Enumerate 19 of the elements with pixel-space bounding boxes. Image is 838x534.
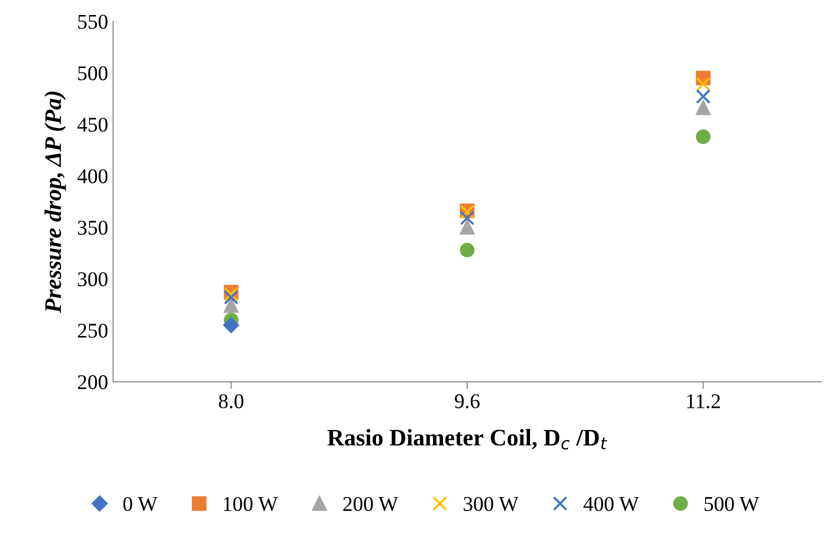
x-axis-title: Rasio Diameter Coil, D$_{c}$ /D$_{t}$: [327, 429, 608, 450]
y-tick-label: 550: [78, 14, 108, 29]
y-tick-label: 350: [78, 220, 108, 235]
legend-label: 400 W: [584, 496, 639, 512]
legend-label: 100 W: [224, 496, 278, 512]
y-tick-label: 400: [77, 169, 108, 184]
y-tick-label: 450: [77, 118, 108, 132]
y-tick-label: 500: [78, 66, 108, 80]
x-tick-label: 11.2: [687, 394, 720, 408]
legend-label: 200 W: [343, 496, 398, 512]
x-tick-label: 8.0: [218, 394, 244, 408]
y-tick-label: 300: [78, 272, 108, 286]
legend-label: 500 W: [704, 496, 760, 512]
legend-label: 300 W: [464, 496, 518, 512]
y-axis-title: Pressure drop, ΔP (Pa): [44, 92, 66, 314]
y-tick-label: 250: [78, 324, 108, 338]
x-tick-label: 9.6: [454, 394, 480, 408]
legend-label: 0 W: [123, 496, 158, 512]
y-tick-label: 200: [78, 375, 108, 390]
